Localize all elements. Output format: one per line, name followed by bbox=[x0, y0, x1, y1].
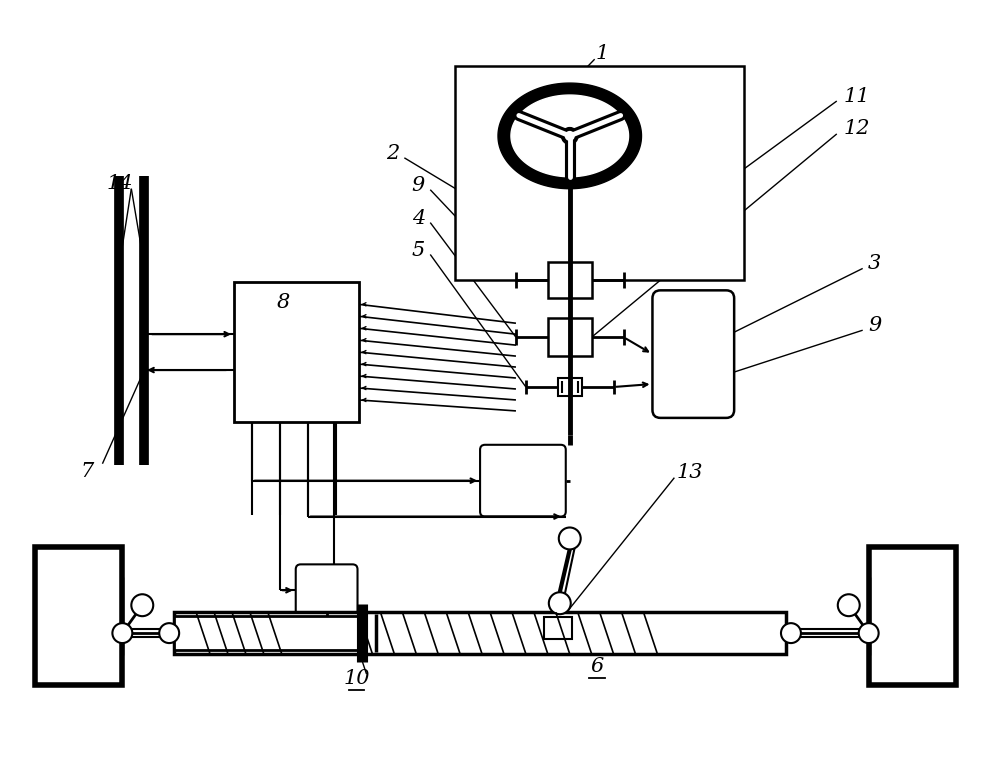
Circle shape bbox=[559, 528, 581, 550]
Polygon shape bbox=[498, 83, 641, 189]
Bar bbox=[455, 66, 744, 280]
Text: 1: 1 bbox=[596, 43, 609, 63]
Text: 9: 9 bbox=[868, 316, 881, 334]
Text: 2: 2 bbox=[386, 144, 399, 163]
Text: 12: 12 bbox=[843, 119, 870, 139]
Text: 11: 11 bbox=[843, 87, 870, 105]
Bar bbox=[869, 547, 956, 685]
Circle shape bbox=[781, 623, 801, 643]
Text: 6: 6 bbox=[590, 657, 603, 676]
Circle shape bbox=[566, 132, 574, 140]
Bar bbox=[35, 547, 122, 685]
Bar bbox=[548, 318, 592, 356]
Text: 9: 9 bbox=[412, 176, 425, 195]
FancyBboxPatch shape bbox=[652, 290, 734, 418]
Text: 4: 4 bbox=[412, 209, 425, 228]
Text: 14: 14 bbox=[106, 174, 133, 194]
Bar bbox=[174, 612, 786, 654]
Circle shape bbox=[562, 128, 578, 144]
FancyBboxPatch shape bbox=[296, 564, 358, 616]
Circle shape bbox=[859, 623, 879, 643]
Circle shape bbox=[131, 594, 153, 616]
FancyBboxPatch shape bbox=[480, 445, 566, 516]
Bar bbox=[548, 262, 592, 298]
Text: 5: 5 bbox=[412, 241, 425, 260]
Circle shape bbox=[159, 623, 179, 643]
Text: 13: 13 bbox=[676, 463, 703, 482]
Polygon shape bbox=[511, 95, 629, 176]
Circle shape bbox=[838, 594, 860, 616]
Text: 10: 10 bbox=[343, 670, 370, 688]
Text: 8: 8 bbox=[277, 293, 290, 312]
Bar bbox=[558, 378, 582, 396]
Circle shape bbox=[549, 592, 571, 615]
Bar bbox=[234, 283, 359, 422]
Bar bbox=[544, 617, 572, 639]
Bar bbox=[174, 616, 362, 650]
Circle shape bbox=[112, 623, 132, 643]
Text: 7: 7 bbox=[81, 462, 94, 481]
Text: 3: 3 bbox=[868, 254, 881, 273]
